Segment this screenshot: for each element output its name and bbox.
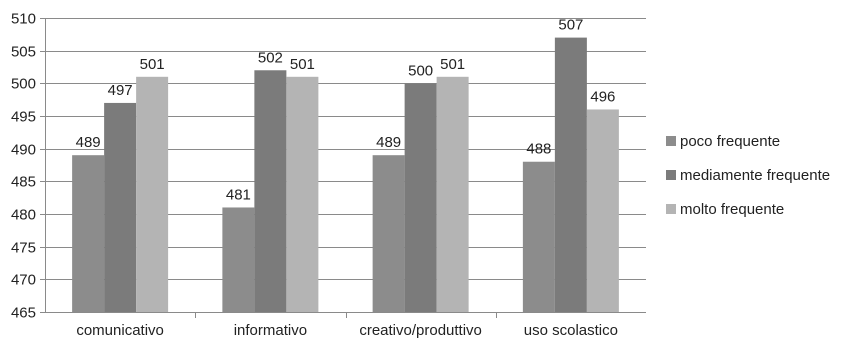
y-tick-label-470: 470: [11, 272, 36, 289]
y-tick-label-465: 465: [11, 305, 36, 322]
y-tick-label-490: 490: [11, 142, 36, 159]
data-label-1-0: 497: [108, 82, 133, 99]
bar-1-3: [554, 37, 587, 312]
data-labels: 489 497 501 481 502 501 489 500 501 488 507 496: [76, 17, 616, 204]
legend-label-0: poco frequente: [680, 133, 780, 150]
data-label-2-2: 501: [440, 56, 465, 73]
legend-label-1: mediamente frequente: [680, 167, 830, 184]
x-category-label-2: creativo/produttivo: [359, 322, 482, 339]
legend-swatch-1: [666, 170, 676, 180]
y-tick-label-500: 500: [11, 76, 36, 93]
bar-2-3: [586, 109, 619, 312]
bar-0-1: [222, 207, 255, 312]
y-tick-label-475: 475: [11, 240, 36, 257]
data-label-0-1: 481: [226, 186, 251, 203]
legend-swatch-2: [666, 204, 676, 214]
data-label-0-3: 488: [526, 141, 551, 158]
data-label-1-1: 502: [258, 49, 283, 66]
data-label-2-3: 496: [590, 88, 615, 105]
legend-label-2: molto frequente: [680, 201, 784, 218]
data-label-2-0: 501: [140, 56, 165, 73]
bar-2-0: [136, 76, 169, 312]
x-category-label-0: comunicativo: [76, 322, 164, 339]
data-label-1-2: 500: [408, 62, 433, 79]
bar-0-0: [72, 155, 105, 312]
bar-2-1: [286, 76, 319, 312]
y-tick-label-495: 495: [11, 109, 36, 126]
bars: [72, 37, 619, 313]
y-tick-label-505: 505: [11, 44, 36, 61]
data-label-2-1: 501: [290, 56, 315, 73]
bar-1-0: [104, 102, 137, 312]
bar-0-2: [372, 155, 405, 312]
y-tick-label-510: 510: [11, 11, 36, 28]
legend-swatch-0: [666, 136, 676, 146]
data-label-0-2: 489: [376, 134, 401, 151]
x-category-label-3: uso scolastico: [524, 322, 618, 339]
data-label-1-3: 507: [558, 17, 583, 34]
y-tick-label-485: 485: [11, 174, 36, 191]
bar-1-2: [404, 83, 437, 312]
bar-1-1: [254, 70, 287, 313]
y-tick-label-480: 480: [11, 207, 36, 224]
bar-2-2: [436, 76, 469, 312]
legend: poco frequente mediamente frequente molto …: [666, 133, 830, 218]
axes: 465 470 475 480 485 490 495 500 505 510 comunicati…: [11, 11, 646, 339]
x-category-label-1: informativo: [234, 322, 307, 339]
bar-0-3: [522, 161, 555, 312]
data-label-0-0: 489: [76, 134, 101, 151]
